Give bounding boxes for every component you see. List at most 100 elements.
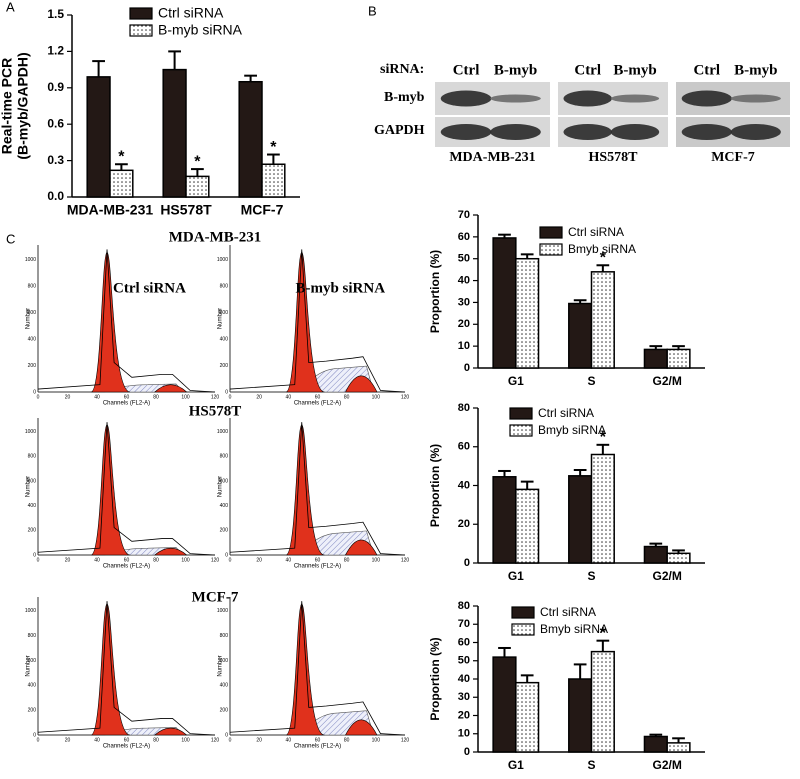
legend-label: Bmyb siRNA: [538, 423, 606, 437]
flow-x-label: Channels (FL2-A): [103, 564, 150, 570]
flow-tick-label: 120: [401, 557, 410, 563]
blot-lane-label: B-myb: [734, 62, 777, 78]
blot-lane-label: Ctrl: [453, 62, 480, 78]
bar: [238, 80, 263, 198]
x-tick-label: S: [587, 374, 595, 388]
significance-marker: *: [600, 625, 607, 642]
flow-tick-label: 80: [344, 394, 350, 400]
flow-tick-label: 40: [286, 394, 292, 400]
y-tick-label: 20: [458, 709, 470, 721]
y-tick-label: 50: [458, 253, 470, 265]
y-tick-label: 20: [458, 318, 470, 330]
blot-band: [490, 124, 541, 140]
legend-swatch: [511, 606, 535, 619]
flow-tick-label: 200: [220, 363, 229, 369]
y-tick-label: 1.5: [47, 7, 64, 21]
blot-row-header: siRNA:: [380, 62, 424, 77]
flow-tick-label: 600: [220, 658, 229, 664]
x-tick-label: G2/M: [652, 569, 681, 583]
g2-peak: [154, 384, 188, 393]
flow-condition: Ctrl siRNA: [113, 281, 186, 297]
flow-tick-label: 100: [181, 394, 190, 400]
bar: [590, 271, 615, 369]
flow-tick-label: 20: [256, 557, 262, 563]
flow-tick-label: 0: [33, 389, 36, 395]
flow-tick-label: 200: [28, 707, 37, 713]
flow-tick-label: 60: [124, 557, 130, 563]
flow-tick-label: 800: [28, 454, 37, 460]
flow-tick-label: 80: [344, 737, 350, 743]
flow-tick-label: 0: [33, 552, 36, 558]
flow-tick-label: 200: [220, 707, 229, 713]
flow-tick-label: 80: [153, 394, 159, 400]
g2-peak: [154, 547, 188, 556]
bar: [185, 175, 210, 198]
g2-peak: [154, 727, 188, 736]
y-tick-label: 0.6: [47, 116, 64, 130]
flow-y-label: Number: [26, 476, 32, 497]
flow-tick-label: 100: [181, 737, 190, 743]
flow-trace: [37, 601, 216, 736]
flow-tick-label: 40: [94, 394, 100, 400]
flow-y-label: Number: [26, 655, 32, 676]
blot-band: [730, 94, 781, 103]
flow-tick-label: 1000: [217, 429, 228, 435]
flow-tick-label: 100: [372, 557, 381, 563]
x-tick-label: MCF-7: [241, 202, 284, 218]
flow-x-label: Channels (FL2-A): [294, 401, 341, 407]
bar: [492, 476, 517, 564]
flow-tick-label: 40: [286, 557, 292, 563]
blot-band: [440, 124, 492, 140]
flow-tick-label: 100: [372, 394, 381, 400]
legend-label: Ctrl siRNA: [540, 605, 596, 619]
y-axis-label: Proportion (%): [428, 250, 442, 333]
y-axis-label: Proportion (%): [428, 637, 442, 720]
flow-tick-label: 60: [124, 394, 130, 400]
flow-tick-label: 1000: [217, 608, 228, 614]
bar: [643, 348, 668, 369]
bar: [515, 681, 540, 753]
flow-tick-label: 0: [33, 732, 36, 738]
x-tick-label: S: [587, 569, 595, 583]
flow-tick-label: 100: [181, 557, 190, 563]
y-tick-label: 0: [464, 746, 470, 758]
flow-tick-label: 0: [225, 552, 228, 558]
legend-swatch: [511, 623, 535, 636]
blot-band: [440, 90, 492, 107]
flow-tick-label: 20: [65, 557, 71, 563]
x-tick-label: G1: [508, 374, 524, 388]
legend-label: B-myb siRNA: [158, 22, 243, 38]
flow-tick-label: 0: [225, 389, 228, 395]
flow-trace: [37, 422, 216, 556]
flow-tick-label: 60: [315, 737, 321, 743]
flow-tick-label: 100: [372, 737, 381, 743]
flow-tick-label: 800: [220, 633, 229, 639]
flow-tick-label: 0: [37, 557, 40, 563]
flow-row-title: HS578T: [189, 403, 242, 419]
legend-label: Bmyb siRNA: [568, 242, 636, 256]
flow-row-title: MCF-7: [192, 589, 239, 605]
y-tick-label: 60: [458, 231, 470, 243]
flow-tick-label: 60: [315, 557, 321, 563]
y-tick-label: 0.0: [47, 189, 64, 203]
x-tick-label: MDA-MB-231: [67, 202, 154, 218]
flow-tick-label: 200: [28, 363, 37, 369]
y-tick-label: 10: [458, 728, 470, 740]
flow-tick-label: 0: [37, 394, 40, 400]
legend-label: Ctrl siRNA: [158, 5, 224, 21]
significance-marker: *: [600, 249, 607, 266]
x-tick-label: G1: [508, 569, 524, 583]
blot-band: [610, 124, 660, 140]
flow-tick-label: 200: [28, 528, 37, 534]
legend-swatch: [509, 424, 533, 437]
flow-tick-label: 80: [153, 557, 159, 563]
flow-tick-label: 400: [28, 336, 37, 342]
flow-tick-label: 120: [211, 737, 220, 743]
flow-tick-label: 120: [401, 737, 410, 743]
g2-peak: [345, 539, 378, 556]
x-tick-label: HS578T: [160, 202, 212, 218]
flow-x-label: Channels (FL2-A): [103, 401, 150, 407]
flow-tick-label: 400: [220, 503, 229, 509]
flow-tick-label: 40: [94, 737, 100, 743]
g2-peak: [345, 719, 378, 736]
